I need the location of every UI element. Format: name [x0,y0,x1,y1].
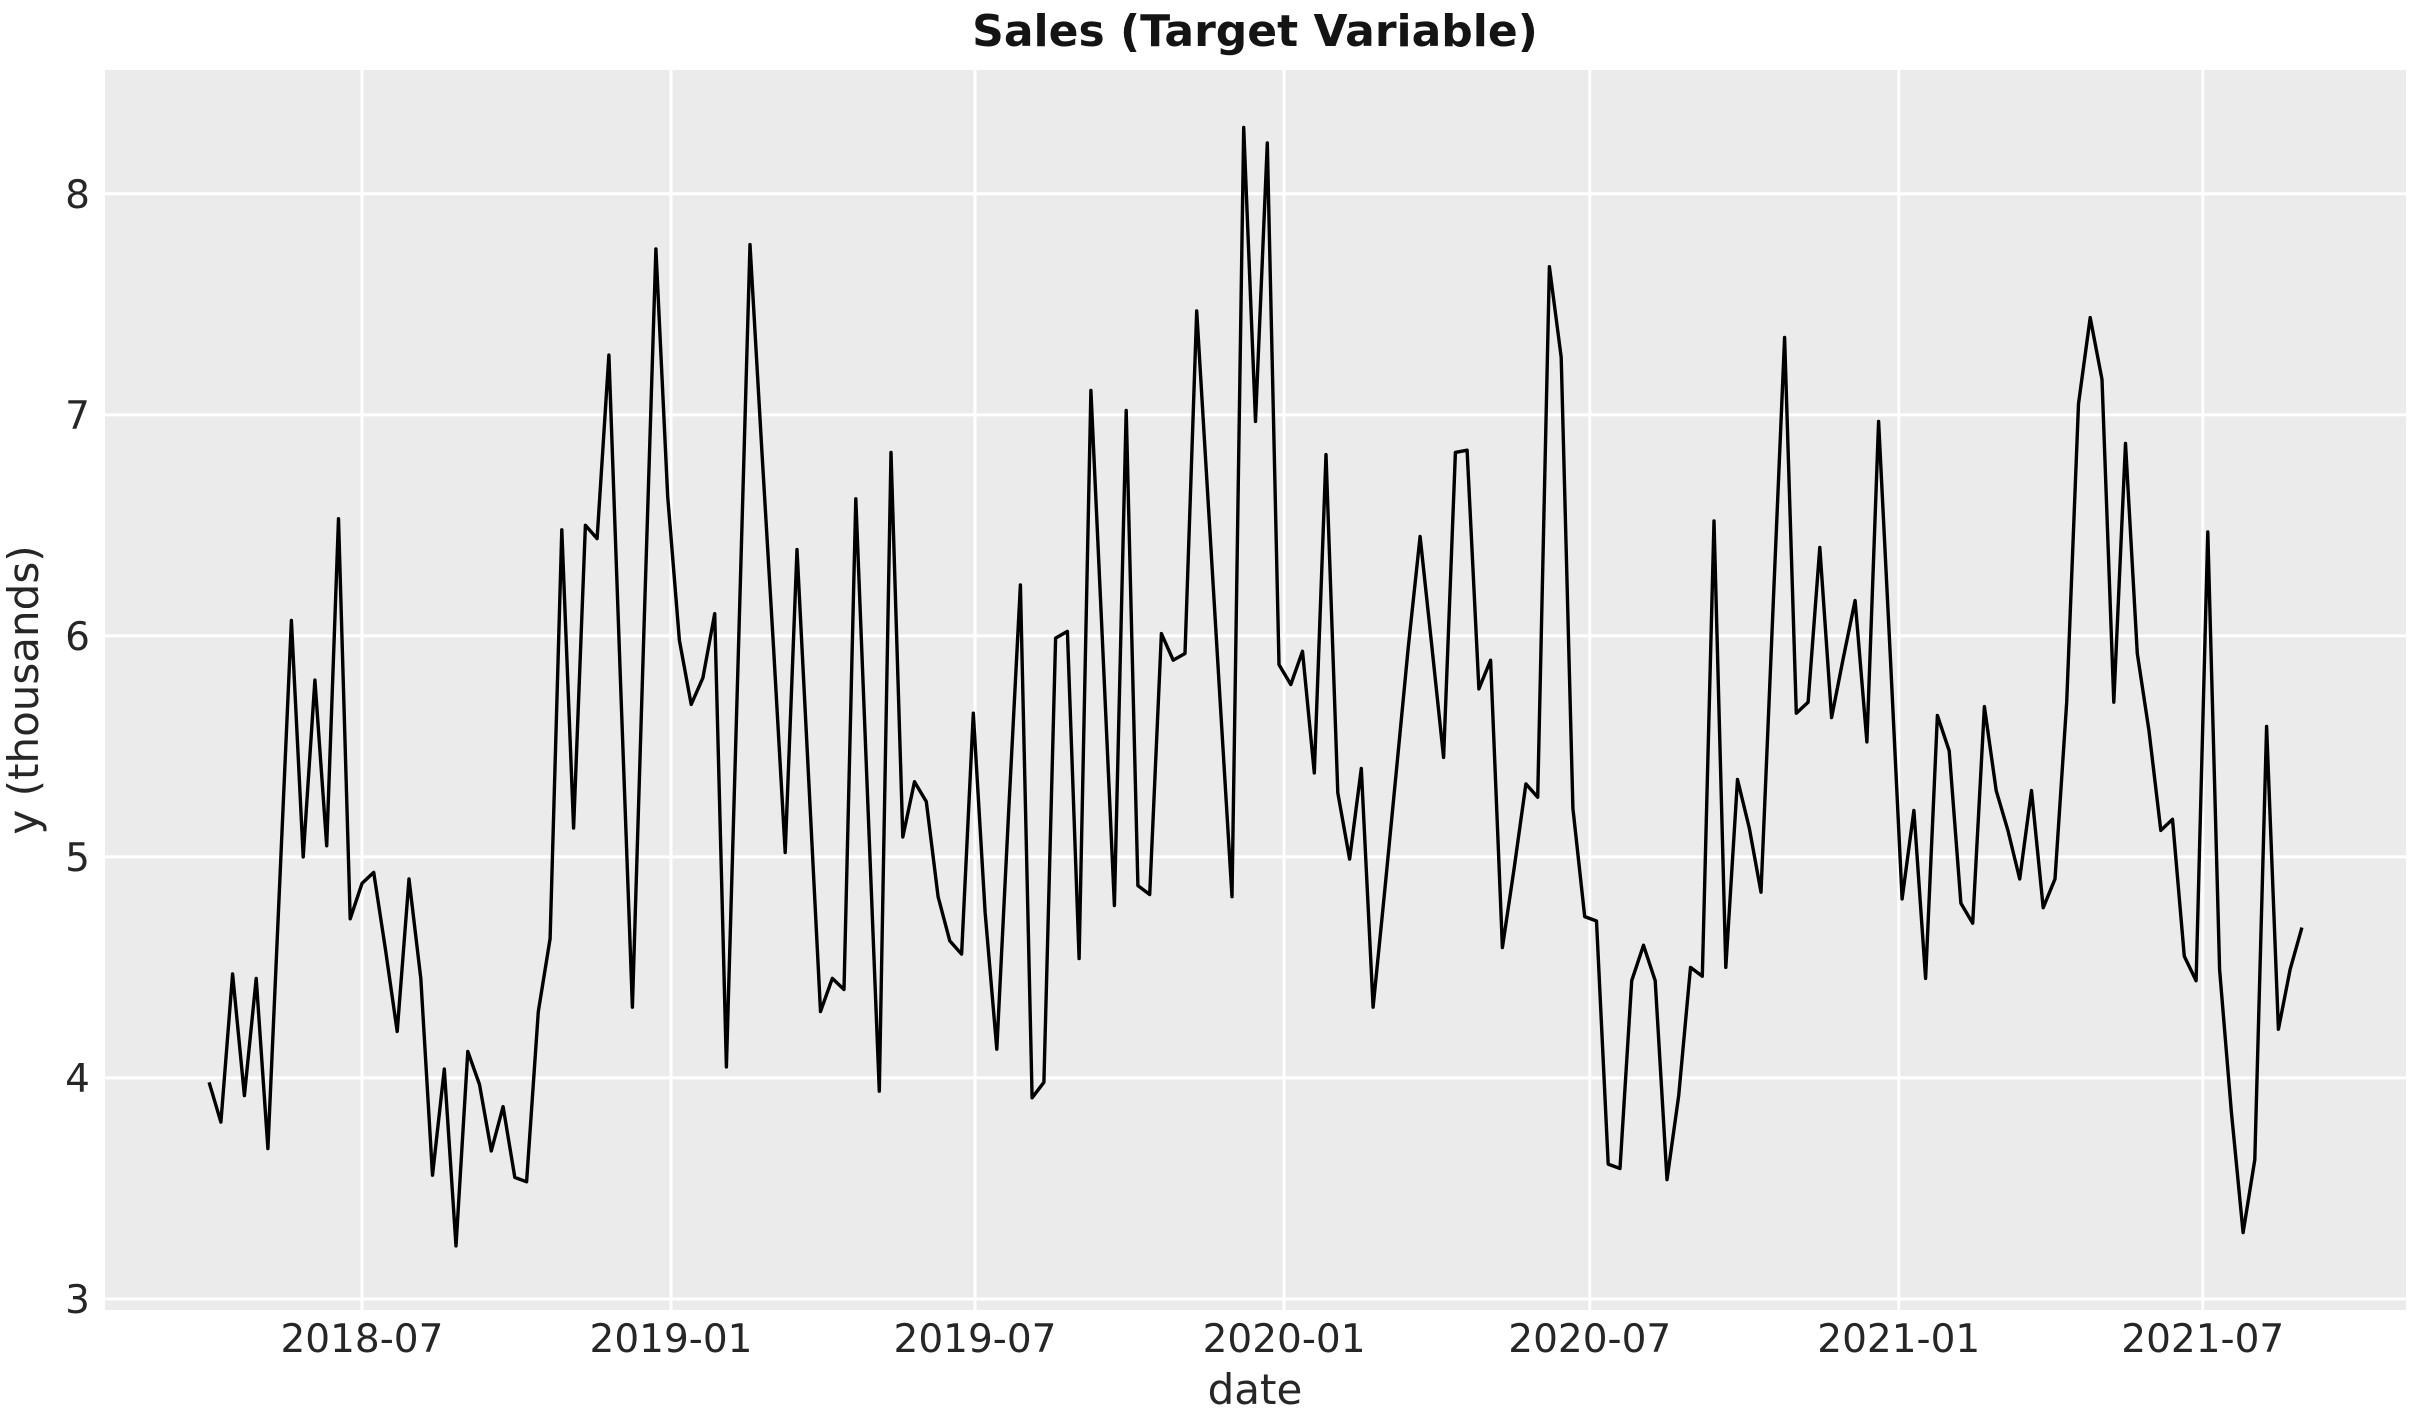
x-tick-label: 2020-07 [1508,1317,1671,1362]
x-tick-label: 2018-07 [280,1317,443,1362]
x-tick-label: 2021-01 [1817,1317,1980,1362]
chart-title: Sales (Target Variable) [972,6,1538,57]
y-tick-label: 3 [65,1278,90,1323]
sales-line [207,125,2304,1248]
x-tick-label: 2019-01 [590,1317,753,1362]
x-tick-label: 2020-01 [1203,1317,1366,1362]
y-tick-label: 8 [65,173,90,218]
sales-line-series [207,125,2304,1248]
y-tick-label: 5 [65,836,90,881]
x-tick-label: 2021-07 [2121,1317,2284,1362]
x-axis-label: date [1208,1365,1303,1414]
y-tick-label: 6 [65,615,90,660]
plot-area [105,70,2406,1310]
y-axis-label: y (thousands) [0,545,48,834]
y-axis-tick-labels: 3 4 5 6 7 8 [65,173,90,1323]
x-tick-label: 2019-07 [894,1317,1057,1362]
y-tick-label: 4 [65,1057,90,1102]
y-tick-label: 7 [65,394,90,439]
x-axis-tick-labels: 2018-07 2019-01 2019-07 2020-01 2020-07 2021-… [280,1317,2284,1362]
